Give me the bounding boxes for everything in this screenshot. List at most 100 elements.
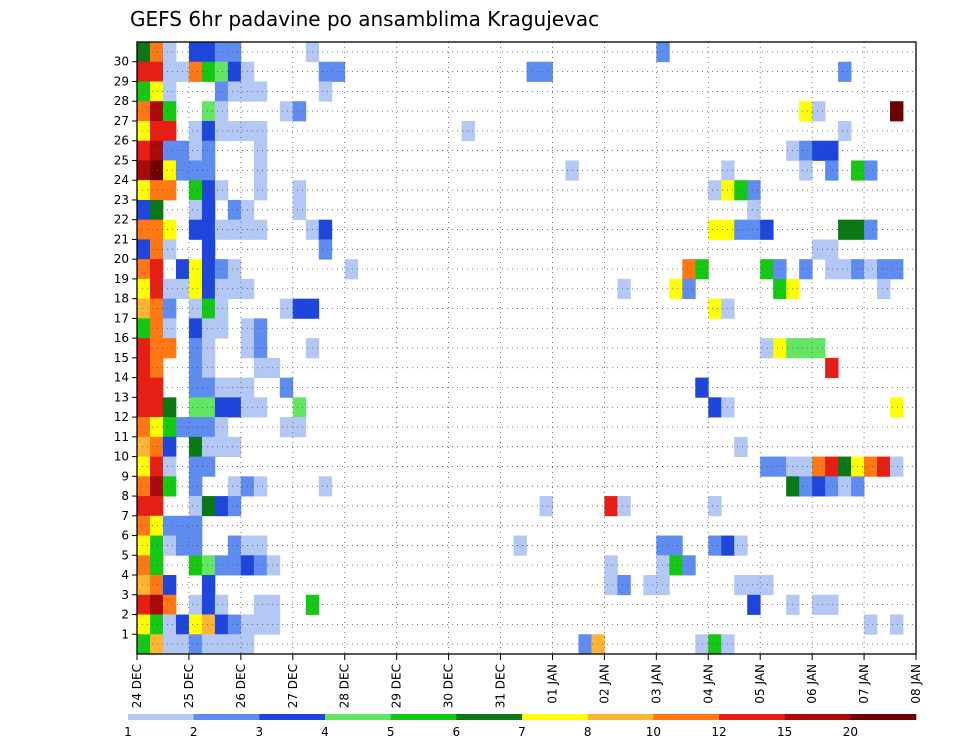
heatmap-cell (214, 555, 229, 576)
heatmap-cell (825, 357, 839, 379)
heatmap-cell (188, 160, 203, 181)
heatmap-cell (162, 318, 177, 339)
heatmap-cell (214, 120, 229, 142)
grid-lines (137, 42, 916, 654)
heatmap-cell (137, 594, 151, 615)
x-axis-ticks: 24 DEC 25 DEC 26 DEC 27 DEC 28 DEC 29 DEC 30 D… (130, 654, 923, 708)
y-tick-label: 15 (114, 351, 129, 365)
heatmap-cell (227, 496, 242, 517)
heatmap-cell (604, 496, 618, 517)
heatmap-cell (669, 535, 683, 556)
legend-swatch (653, 714, 720, 720)
heatmap-cell (734, 535, 748, 556)
heatmap-cell (877, 278, 891, 300)
y-tick-label: 25 (114, 153, 129, 167)
heatmap-cell (760, 456, 774, 477)
heatmap-cell (279, 417, 294, 438)
heatmap-cell (214, 81, 229, 102)
heatmap-cell (137, 357, 151, 379)
heatmap-cell (137, 575, 151, 596)
heatmap-cell (201, 555, 216, 576)
heatmap-cell (137, 496, 151, 517)
heatmap-cell (149, 298, 164, 319)
heatmap-cell (214, 377, 229, 398)
x-tick-label: 25 DEC (182, 664, 196, 708)
heatmap-cell (201, 298, 216, 319)
heatmap-cell (227, 377, 242, 398)
heatmap-cell (162, 436, 177, 457)
heatmap-cell (656, 42, 670, 63)
legend-swatch (259, 714, 326, 720)
y-tick-label: 6 (121, 529, 129, 543)
heatmap-cell (188, 61, 203, 82)
heatmap-cell (890, 614, 904, 635)
heatmap-cell (760, 219, 774, 240)
heatmap-cell (799, 140, 813, 161)
heatmap-cell (149, 219, 164, 240)
heatmap-cell (227, 61, 242, 82)
heatmap-cell (708, 219, 722, 240)
heatmap-cell (149, 436, 164, 457)
heatmap-cell (201, 199, 216, 221)
heatmap-cell (149, 61, 164, 82)
heatmap-cell (201, 219, 216, 240)
legend-swatch (390, 714, 457, 720)
heatmap-cell (838, 259, 852, 280)
heatmap-cell (149, 318, 164, 339)
heatmap-cell (137, 634, 151, 655)
heatmap-cell (227, 397, 242, 418)
heatmap-cell (162, 594, 177, 615)
heatmap-cell (162, 575, 177, 596)
heatmap-cell (149, 278, 164, 300)
heatmap-cell (773, 338, 787, 359)
heatmap-cell (760, 259, 774, 280)
heatmap-cell (137, 278, 151, 300)
heatmap-cell (137, 239, 151, 260)
x-tick-label: 27 DEC (286, 664, 300, 708)
heatmap-cell (201, 436, 216, 457)
heatmap-cell (877, 259, 891, 280)
heatmap-cell (188, 476, 203, 497)
heatmap-cell (227, 259, 242, 280)
heatmap-cell (201, 101, 216, 122)
heatmap-cell (812, 476, 826, 497)
heatmap-cell (812, 140, 826, 161)
heatmap-cell (137, 140, 151, 161)
heatmap-cell (838, 476, 852, 497)
heatmap-cell (214, 180, 229, 201)
y-tick-label: 26 (114, 134, 129, 148)
heatmap-cell (708, 298, 722, 319)
y-tick-label: 20 (114, 252, 129, 266)
heatmap-cell (812, 594, 826, 615)
y-tick-label: 5 (121, 548, 129, 562)
legend-level-label: 3 (256, 725, 264, 739)
heatmap-cell (279, 101, 294, 122)
heatmap-cell (188, 42, 203, 63)
x-tick-label: 03 JAN (649, 664, 663, 704)
heatmap-cell (682, 555, 696, 576)
y-tick-label: 18 (114, 292, 129, 306)
heatmap-cell (266, 614, 281, 635)
y-tick-label: 22 (114, 213, 129, 227)
y-tick-label: 28 (114, 94, 129, 108)
heatmap-cell (825, 239, 839, 260)
heatmap-cell (149, 575, 164, 596)
heatmap-cell (188, 357, 203, 379)
heatmap-cell (773, 278, 787, 300)
heatmap-cell (890, 456, 904, 477)
heatmap-cell (162, 515, 177, 536)
heatmap-cell (188, 594, 203, 615)
heatmap-cell (188, 219, 203, 240)
heatmap-cell (162, 42, 177, 63)
heatmap-cell (201, 239, 216, 260)
x-tick-label: 07 JAN (857, 664, 871, 704)
heatmap-cell (162, 101, 177, 122)
heatmap-cell (292, 101, 307, 122)
heatmap-cell (890, 397, 904, 418)
heatmap-cell (162, 278, 177, 300)
x-tick-label: 08 JAN (909, 664, 923, 704)
heatmap-cell (149, 377, 164, 398)
heatmap-cell (137, 259, 151, 280)
legend-level-label: 10 (646, 725, 661, 739)
